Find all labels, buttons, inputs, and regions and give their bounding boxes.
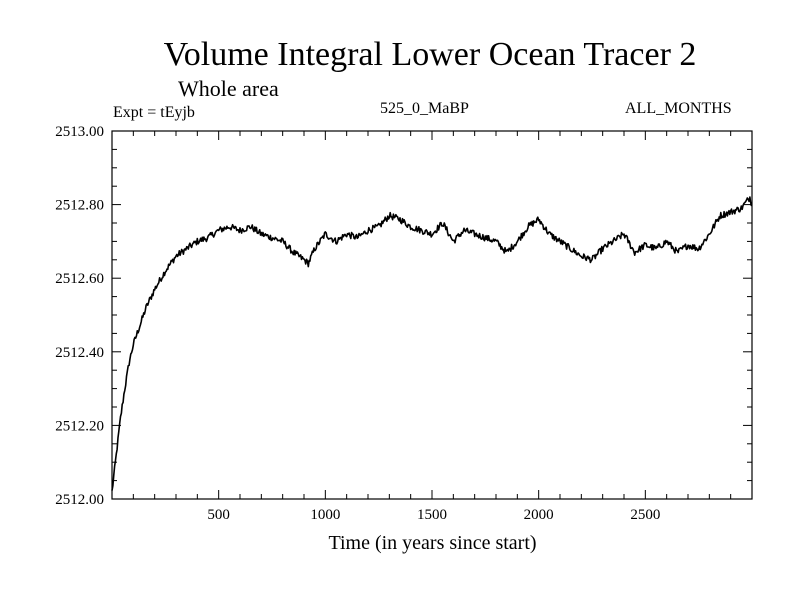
y-tick-label: 2512.80 [55, 198, 104, 214]
y-tick-label: 2512.20 [55, 418, 104, 434]
x-tick-label: 500 [207, 507, 230, 523]
months-label: ALL_MONTHS [625, 100, 732, 117]
x-tick-label: 2000 [524, 507, 554, 523]
y-tick-label: 2513.00 [55, 124, 104, 140]
x-axis-label: Time (in years since start) [328, 532, 537, 554]
x-tick-label: 2500 [630, 507, 660, 523]
x-tick-label: 1000 [310, 507, 340, 523]
y-tick-label: 2512.40 [55, 345, 104, 361]
experiment-label: Expt = tEyjb [113, 104, 195, 121]
plot-frame [111, 130, 753, 500]
y-tick-label: 2512.60 [55, 271, 104, 287]
series-line [111, 196, 753, 491]
chart-subtitle: Whole area [178, 76, 279, 101]
x-tick-label: 1500 [417, 507, 447, 523]
period-label: 525_0_MaBP [380, 100, 469, 117]
y-tick-label: 2512.00 [55, 492, 104, 508]
chart-title: Volume Integral Lower Ocean Tracer 2 [163, 36, 697, 73]
